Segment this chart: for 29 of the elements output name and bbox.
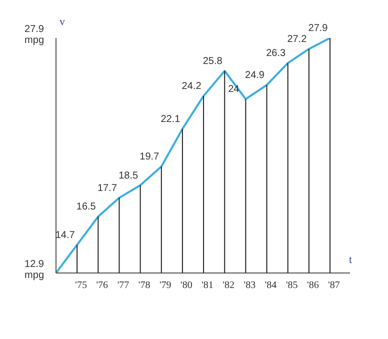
text: 25.8 [202, 56, 222, 67]
x-tick-label: '85 [286, 280, 298, 292]
text: 18.5 [118, 170, 138, 182]
text: 22.1 [160, 114, 180, 125]
text: 27.2 [287, 34, 307, 45]
y-tick-label: 12.9 mpg [24, 259, 44, 281]
x-tick-label: '80 [180, 280, 192, 292]
y-axis-title: v [60, 16, 66, 28]
x-tick-label: '82 [222, 280, 235, 292]
text: 26.3 [266, 48, 286, 60]
x-tick-label: '81 [202, 280, 214, 292]
text: 24 [228, 84, 240, 96]
x-axis-title: t [348, 254, 352, 266]
x-tick-label: '75 [75, 280, 87, 292]
x-tick-label: '83 [244, 280, 256, 292]
text: 24.9 [245, 70, 265, 81]
x-tick-label: '77 [117, 280, 130, 292]
text: 24.2 [182, 80, 202, 92]
x-tick-label: '76 [96, 280, 108, 292]
x-tick-label: '87 [328, 280, 340, 292]
x-tick-label: '86 [307, 280, 319, 292]
y-tick-label: 27.9 mpg [24, 24, 44, 46]
x-tick-label: '79 [159, 280, 172, 292]
text: 19.7 [140, 151, 160, 162]
x-tick-label: '84 [264, 280, 277, 292]
x-tick-label: '78 [138, 280, 150, 292]
text: 16.5 [76, 202, 96, 213]
text: 17.7 [97, 182, 117, 194]
text: 27.9 [308, 23, 328, 34]
